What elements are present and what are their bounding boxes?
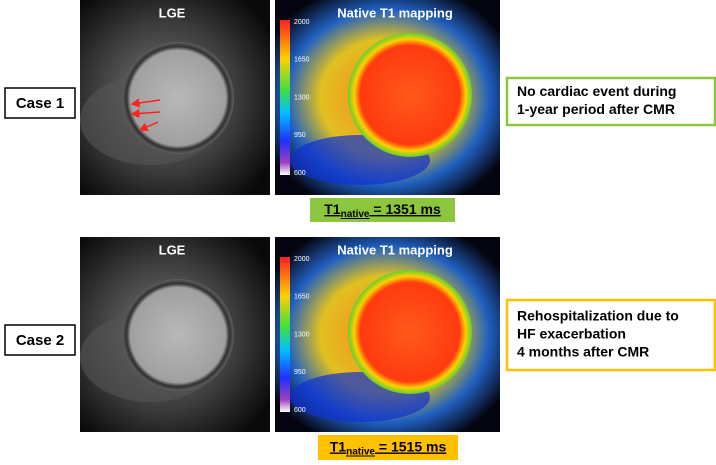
outcome-line: 4 months after CMR <box>517 344 649 360</box>
arrow <box>138 121 159 132</box>
outcome-line: Rehospitalization due to <box>517 308 679 324</box>
arrow <box>130 98 161 108</box>
outcome-box <box>505 76 716 127</box>
lge-heart <box>122 279 234 391</box>
outcome-line: No cardiac event during <box>517 83 676 99</box>
t1-title: Native T1 mapping <box>337 5 453 20</box>
colorbar-tick-label: 1300 <box>294 94 310 101</box>
arrow <box>130 108 161 118</box>
lge-title: LGE <box>159 5 186 20</box>
colorbar-tick-label: 1300 <box>294 331 310 338</box>
case-label-box <box>4 87 76 119</box>
colorbar <box>280 257 290 412</box>
colorbar-tick-label: 950 <box>294 132 306 139</box>
colorbar-tick-label: 600 <box>294 407 306 414</box>
outcome-box <box>505 298 716 372</box>
t1-value-box <box>318 435 458 460</box>
colorbar-tick-label: 1650 <box>294 57 310 64</box>
t1-value-box <box>310 198 455 222</box>
t1-title: Native T1 mapping <box>337 242 453 257</box>
colorbar <box>280 20 290 175</box>
t1-subscript: native <box>346 446 375 457</box>
t1-heart <box>348 33 472 157</box>
t1-value: T1native = 1515 ms <box>330 438 447 457</box>
t1-number: = 1515 ms <box>375 438 446 454</box>
t1-heart <box>348 270 472 394</box>
colorbar-tick-label: 1650 <box>294 294 310 301</box>
case-label: Case 1 <box>16 95 64 112</box>
colorbar-tick-label: 600 <box>294 170 306 177</box>
case-label: Case 2 <box>16 332 64 349</box>
lge-heart <box>122 42 234 154</box>
outcome-line: HF exacerbation <box>517 326 626 342</box>
lge-title: LGE <box>159 242 186 257</box>
t1-symbol: T1 <box>324 201 341 217</box>
colorbar-tick-label: 950 <box>294 369 306 376</box>
colorbar-tick-label: 2000 <box>294 19 310 26</box>
colorbar-tick-label: 2000 <box>294 256 310 263</box>
t1-symbol: T1 <box>330 438 347 454</box>
t1-subscript: native <box>341 209 370 220</box>
outcome-line: 1-year period after CMR <box>517 101 675 117</box>
t1-value: T1native = 1351 ms <box>324 201 441 220</box>
t1-number: = 1351 ms <box>370 201 441 217</box>
case-label-box <box>4 324 76 356</box>
